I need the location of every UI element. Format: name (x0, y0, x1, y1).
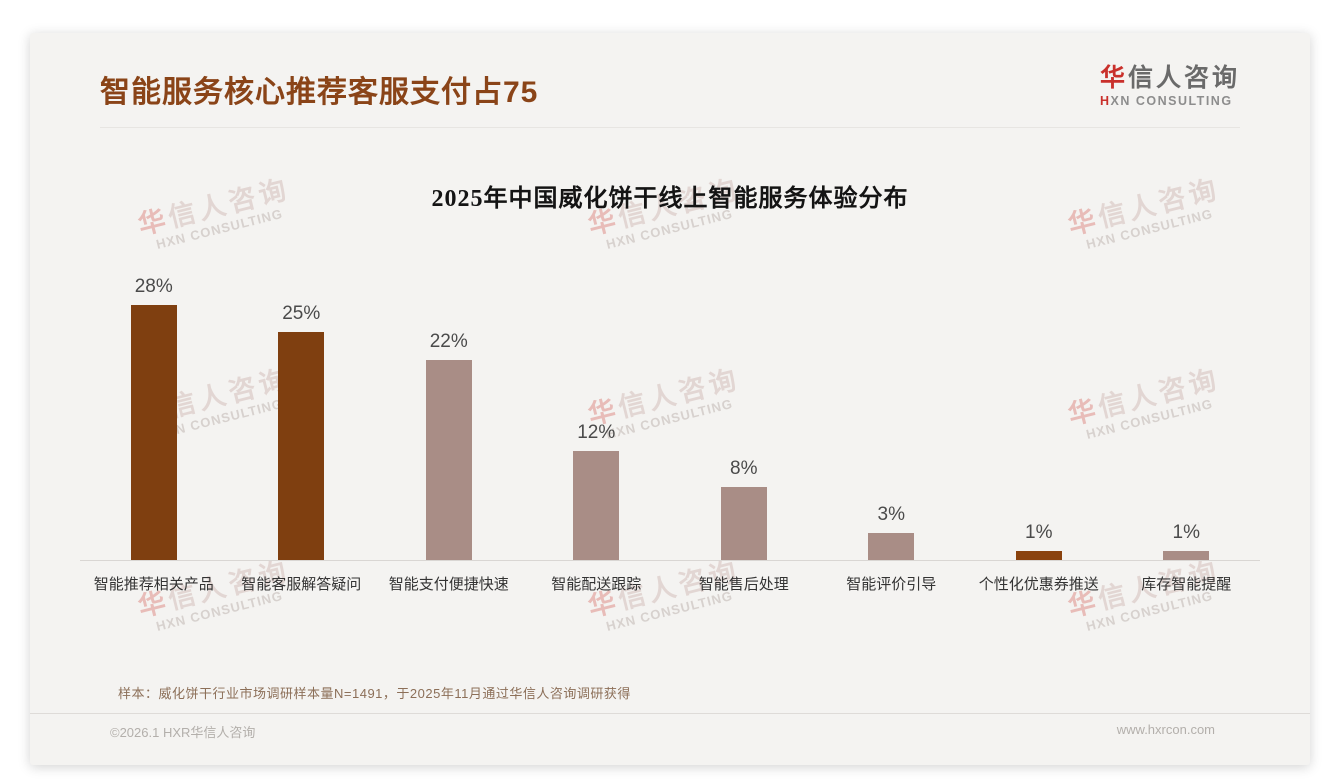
bar-area: 22% (375, 275, 523, 560)
website-text: www.hxrcon.com (1116, 722, 1215, 737)
bar-area: 3% (818, 275, 966, 560)
bar-area: 8% (670, 275, 818, 560)
bar-category-label: 智能客服解答疑问 (241, 576, 362, 593)
bar-category-label: 智能支付便捷快速 (388, 576, 509, 593)
bar-category-label: 智能配送跟踪 (551, 576, 642, 593)
page-title: 智能服务核心推荐客服支付占75 (100, 76, 539, 109)
bar-value-label: 22% (429, 331, 468, 352)
bar (720, 487, 767, 560)
title-divider (100, 127, 1240, 128)
bar-area: 25% (228, 275, 376, 560)
bar-column: 3% 智能评价引导 (818, 275, 966, 594)
bar-value-label: 25% (282, 303, 321, 324)
bar-area: 1% (1113, 275, 1261, 560)
bar (425, 360, 472, 560)
brand-logo-en-rest: XN CONSULTING (1110, 93, 1233, 108)
brand-logo-cn-rest: 信人咨询 (1127, 64, 1240, 92)
slide-card: 华信人咨询 HXN CONSULTING 华信人咨询 HXN CONSULTING 华信… (30, 33, 1310, 765)
bar-chart-plot: 28% 智能推荐相关产品 25% 智能客服解答疑问 22% 智能支付便捷快速 12% 智能配送… (80, 275, 1260, 594)
header: 智能服务核心推荐客服支付占75 华信人咨询 HXN CONSULTING (30, 33, 1310, 111)
bar-column: 22% 智能支付便捷快速 (375, 275, 523, 594)
bar-category-label: 智能推荐相关产品 (93, 576, 214, 593)
brand-logo: 华信人咨询 HXN CONSULTING (1099, 64, 1240, 108)
brand-logo-cn: 华信人咨询 (1099, 64, 1240, 93)
bar (278, 332, 325, 560)
bar-value-label: 1% (1025, 522, 1053, 543)
bar-column: 8% 智能售后处理 (670, 275, 818, 594)
bar-column: 12% 智能配送跟踪 (523, 275, 671, 594)
bar-value-label: 12% (577, 422, 616, 443)
bar-value-label: 1% (1172, 522, 1200, 543)
brand-logo-cn-accent: 华 (1099, 64, 1128, 92)
footer-divider (30, 713, 1310, 714)
footer: ©2026.1 HXR华信人咨询 www.hxrcon.com (110, 722, 1215, 741)
bar-column: 28% 智能推荐相关产品 (80, 275, 228, 594)
brand-logo-en: HXN CONSULTING (1100, 94, 1240, 108)
bar-area: 1% (965, 275, 1113, 560)
bar-column: 1% 库存智能提醒 (1113, 275, 1261, 594)
bar-category-label: 个性化优惠券推送 (978, 576, 1099, 593)
x-axis-line (80, 560, 1260, 561)
bar-category-label: 智能售后处理 (698, 576, 789, 593)
bar (130, 305, 177, 560)
bar-value-label: 3% (877, 504, 905, 525)
bar-category-label: 库存智能提醒 (1141, 576, 1232, 593)
bar-value-label: 8% (730, 458, 758, 479)
bar-category-label: 智能评价引导 (846, 576, 937, 593)
chart-title: 2025年中国威化饼干线上智能服务体验分布 (431, 186, 909, 212)
sample-footnote: 样本：威化饼干行业市场调研样本量N=1491，于2025年11月通过华信人咨询调… (118, 686, 631, 701)
bar-value-label: 28% (134, 276, 173, 297)
bar-area: 28% (80, 275, 228, 560)
bar-column: 25% 智能客服解答疑问 (228, 275, 376, 594)
bar (1163, 551, 1210, 560)
bar-area: 12% (523, 275, 671, 560)
bar-column: 1% 个性化优惠券推送 (965, 275, 1113, 594)
bar-columns: 28% 智能推荐相关产品 25% 智能客服解答疑问 22% 智能支付便捷快速 12% 智能配送… (80, 275, 1260, 594)
brand-logo-en-accent: H (1099, 93, 1111, 108)
bar (573, 451, 620, 560)
copyright-text: ©2026.1 HXR华信人咨询 (110, 725, 256, 740)
bar (868, 533, 915, 560)
bar (1015, 551, 1062, 560)
